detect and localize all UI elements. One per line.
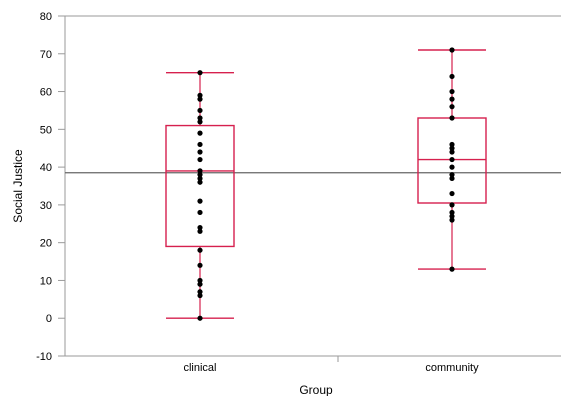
data-point — [197, 315, 203, 321]
y-tick-label: 10 — [40, 275, 52, 287]
data-point — [449, 145, 455, 151]
y-tick-label: 40 — [40, 162, 52, 174]
data-point — [197, 168, 203, 174]
data-point — [197, 179, 203, 185]
data-point — [449, 141, 455, 148]
data-point — [197, 156, 203, 163]
data-point — [449, 96, 455, 102]
data-point — [449, 217, 455, 223]
y-tick-label: 0 — [46, 313, 52, 325]
data-point — [449, 164, 455, 170]
y-axis-title: Social Justice — [11, 149, 25, 223]
data-point — [449, 209, 455, 216]
data-point — [197, 130, 203, 136]
x-tick-label: clinical — [183, 362, 216, 374]
data-point — [449, 149, 455, 155]
data-point — [449, 115, 455, 121]
box-group-clinical — [165, 70, 235, 321]
x-axis-title: Group — [299, 383, 333, 396]
data-point — [197, 247, 203, 253]
y-tick-label: 70 — [40, 49, 52, 61]
data-point — [449, 190, 455, 197]
data-point — [449, 73, 455, 80]
data-point — [449, 202, 455, 208]
data-point — [197, 141, 203, 148]
data-point — [449, 175, 455, 182]
y-tick-label: 20 — [40, 238, 52, 250]
data-point — [449, 266, 455, 272]
data-point — [449, 104, 455, 110]
data-point — [197, 172, 203, 178]
data-point — [197, 289, 203, 295]
data-point — [197, 92, 203, 98]
data-point — [197, 198, 203, 204]
data-point — [197, 70, 203, 76]
data-point — [197, 115, 203, 121]
data-point — [449, 172, 455, 178]
data-point — [449, 88, 455, 95]
box-group-community — [417, 47, 487, 272]
y-tick-label: 60 — [40, 87, 52, 99]
data-point — [197, 262, 203, 268]
iqr-box — [165, 124, 235, 248]
data-point — [197, 96, 203, 102]
data-point — [197, 107, 203, 114]
data-point — [197, 277, 203, 284]
data-point — [197, 292, 203, 299]
x-axis-tick-labels: clinical community — [183, 362, 479, 374]
data-point — [197, 149, 203, 155]
y-axis-ticks: -10 0 10 20 30 40 50 60 70 80 — [36, 11, 65, 363]
y-tick-label: 80 — [40, 11, 52, 23]
data-point — [197, 281, 203, 287]
data-point — [449, 47, 455, 53]
data-point — [197, 228, 203, 234]
data-point — [449, 156, 455, 163]
plot-frame — [64, 15, 561, 362]
data-point — [197, 209, 203, 216]
data-point — [197, 175, 203, 182]
y-tick-label: -10 — [36, 351, 52, 363]
data-point — [197, 119, 203, 125]
x-tick-label: community — [425, 362, 479, 374]
data-point — [197, 224, 203, 231]
y-tick-label: 50 — [40, 124, 52, 136]
boxes-group — [165, 47, 487, 321]
y-tick-label: 30 — [40, 200, 52, 212]
data-point — [449, 213, 455, 219]
